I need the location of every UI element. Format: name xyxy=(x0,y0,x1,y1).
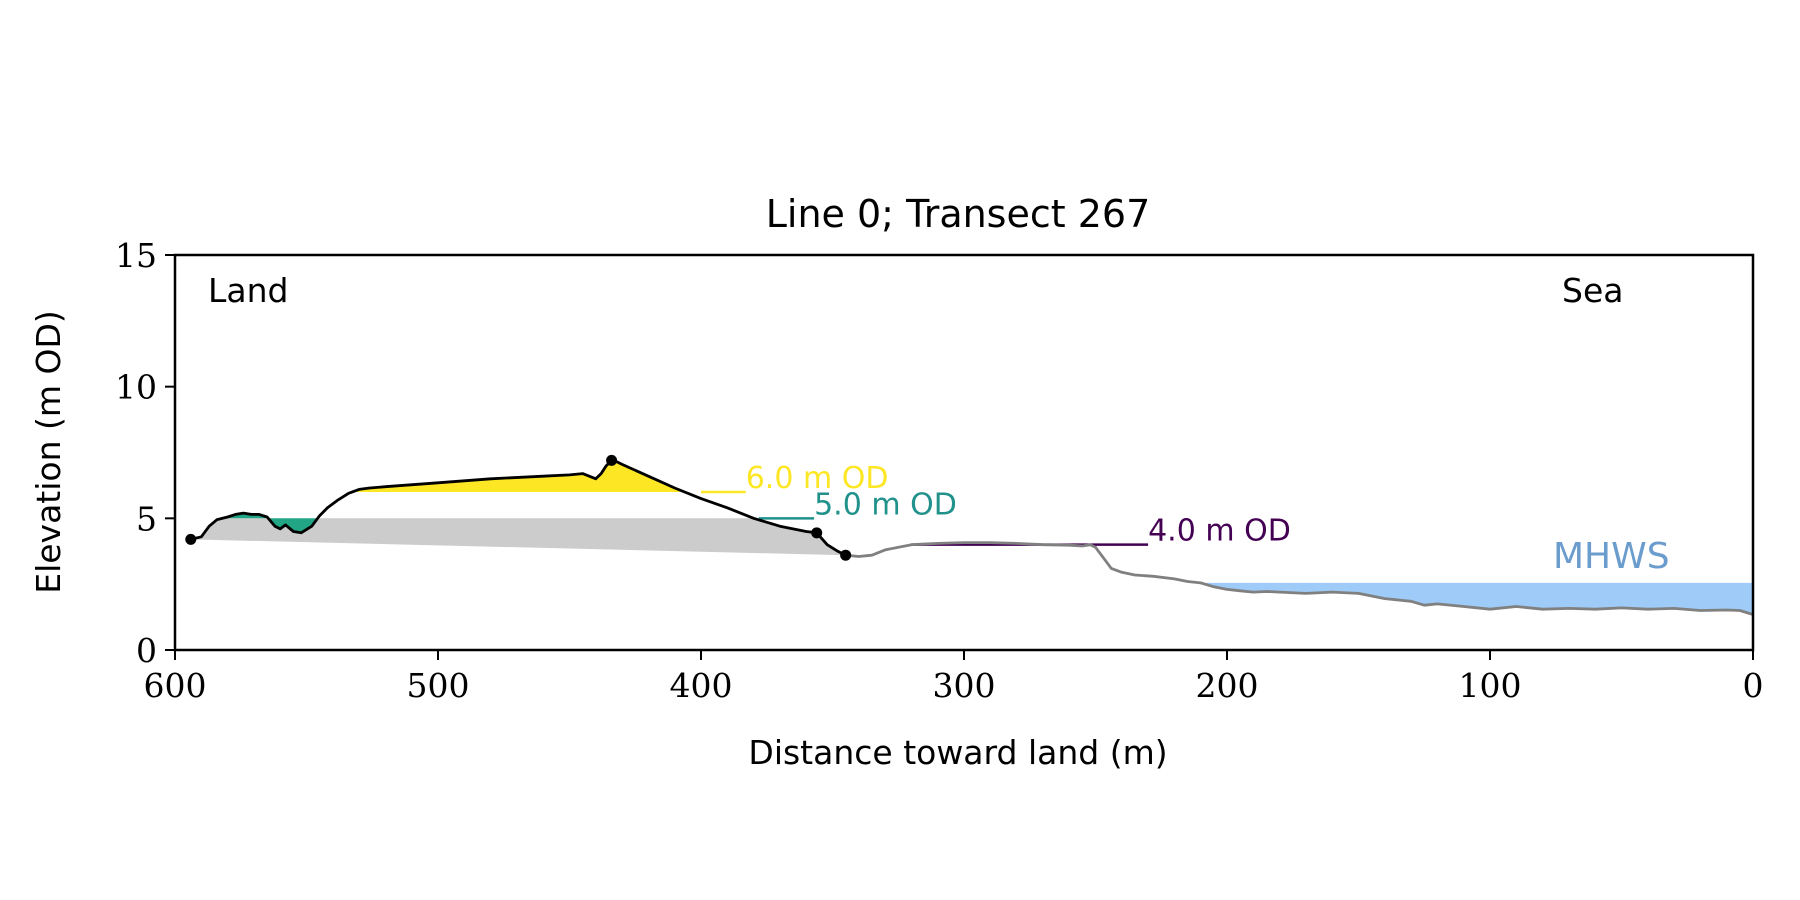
profile-marker-4 xyxy=(840,549,852,561)
label-layer: 6.0 m OD5.0 m OD 4.0 m OD xyxy=(746,461,1291,549)
x-axis-label: Distance toward land (m) xyxy=(748,733,1167,772)
dune-profile-line xyxy=(190,459,847,557)
y-axis-label: Elevation (m OD) xyxy=(29,310,68,594)
mhws-water-fill xyxy=(1206,582,1753,615)
line-layer xyxy=(185,454,1754,616)
mhws-label: MHWS xyxy=(1553,536,1670,577)
profile-marker-3 xyxy=(811,527,823,539)
x-tick-label-600: 600 xyxy=(144,666,207,705)
axes-layer: 600 500 400 300 200 100 0 0 5 10 15 xyxy=(115,236,1764,705)
base-volume-fill xyxy=(190,518,846,556)
y-tick-label-0: 0 xyxy=(136,631,157,670)
x-tick-label-500: 500 xyxy=(407,666,470,705)
fill-5m-band xyxy=(222,513,318,533)
level-label-1: 6.0 m OD xyxy=(746,461,889,496)
x-tick-label-0: 0 xyxy=(1743,666,1764,705)
profile-marker-2 xyxy=(606,454,618,466)
y-tick-label-15: 15 xyxy=(115,236,157,275)
chart-title: Line 0; Transect 267 xyxy=(766,192,1151,236)
sea-annotation: Sea xyxy=(1562,271,1623,310)
level-label-3: 4.0 m OD xyxy=(1148,514,1291,549)
land-annotation: Land xyxy=(208,271,288,310)
profile-marker-1 xyxy=(185,533,197,545)
level-label-2: 5.0 m OD xyxy=(814,487,957,522)
x-tick-label-100: 100 xyxy=(1459,666,1522,705)
x-tick-label-300: 300 xyxy=(933,666,996,705)
foreshore-profile-line xyxy=(845,541,1754,616)
y-tick-label-5: 5 xyxy=(136,499,157,538)
y-tick-label-10: 10 xyxy=(115,368,157,407)
x-tick-label-200: 200 xyxy=(1196,666,1259,705)
x-tick-label-400: 400 xyxy=(670,666,733,705)
